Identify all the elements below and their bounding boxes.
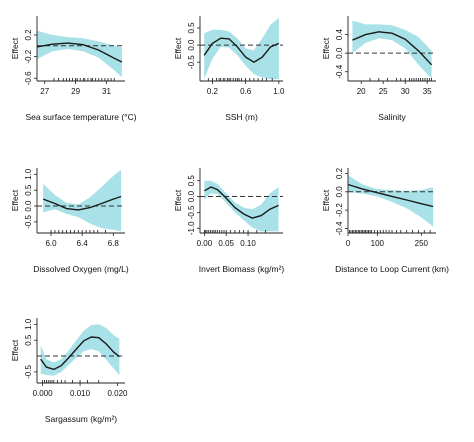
x-tick-label: 6.8 <box>108 239 120 248</box>
y-tick-label: -0.5 <box>187 205 196 219</box>
y-tick-label: 0.5 <box>24 184 33 196</box>
x-tick-label: 1.0 <box>273 87 285 96</box>
x-tick-label: 6.4 <box>77 239 89 248</box>
x-tick-label: 0.6 <box>240 87 252 96</box>
effect-curve <box>36 42 123 63</box>
y-tick-label: 0.0 <box>335 186 344 198</box>
effect-curve <box>204 186 279 219</box>
x-tick-label: 31 <box>102 87 111 96</box>
effect-curve <box>40 336 120 371</box>
x-axis-title: SSH (m) <box>225 112 258 122</box>
x-tick-label: 0.00 <box>197 239 213 248</box>
panel-1: 27 29 31 -0.6 -0.2 0.2 Effect Sea surface tempe… <box>10 16 137 122</box>
confidence-band <box>204 180 279 232</box>
y-axis-title: Effect <box>321 37 331 59</box>
x-tick-label: 35 <box>423 87 432 96</box>
y-tick-label: 1.0 <box>24 318 33 330</box>
confidence-band <box>40 324 120 376</box>
y-axis-title: Effect <box>10 339 20 361</box>
x-tick-label: 30 <box>401 87 410 96</box>
x-axis-title: Salinity <box>378 112 406 122</box>
x-tick-label: 250 <box>415 239 429 248</box>
y-tick-label: -0.5 <box>24 364 33 378</box>
y-tick-label: 0.4 <box>335 28 344 40</box>
x-tick-label: 27 <box>40 87 49 96</box>
y-tick-label: -0.5 <box>24 214 33 228</box>
effect-curve <box>203 37 280 64</box>
x-tick-label: 0.000 <box>33 389 54 398</box>
y-axis-title: Effect <box>10 37 20 59</box>
y-tick-label: 0.2 <box>24 29 33 41</box>
panel-2: 0.2 0.6 1.0 -0.5 0.0 0.5 Effect SSH (m) <box>173 16 285 122</box>
y-tick-label: -0.2 <box>24 49 33 63</box>
panel-3: 20 25 30 35 -0.4 0.0 0.4 Effect Salinity <box>321 16 436 122</box>
effect-curve <box>347 183 434 208</box>
panel-6: 0 100 250 -0.4 -0.2 0.0 0.2 Effect Distance to L… <box>321 167 449 274</box>
y-tick-label: 0.5 <box>187 175 196 187</box>
x-tick-label: 0.05 <box>218 239 234 248</box>
y-tick-label: 0.0 <box>24 200 33 212</box>
panel-4: 6.0 6.4 6.8 -0.5 0.0 0.5 1.0 Effect Dissolved Ox… <box>10 168 129 274</box>
x-tick-label: 29 <box>71 87 80 96</box>
x-tick-label: 0.010 <box>70 389 91 398</box>
confidence-band <box>37 30 122 78</box>
y-tick-label: 0.2 <box>335 167 344 179</box>
y-axis-title: Effect <box>10 189 20 211</box>
y-axis-title: Effect <box>321 189 331 211</box>
y-tick-label: -0.2 <box>335 203 344 217</box>
x-axis-title: Sargassum (kg/m²) <box>45 414 117 424</box>
y-tick-label: -0.4 <box>335 221 344 235</box>
effect-curve <box>352 31 433 66</box>
y-tick-label: 1.0 <box>24 168 33 180</box>
panel-5: 0.00 0.05 0.10 -1.0 -0.5 0.0 0.5 Effect Invert B… <box>173 168 284 274</box>
y-tick-label: 0.0 <box>335 47 344 59</box>
x-tick-label: 0.2 <box>207 87 219 96</box>
x-tick-label: 0.10 <box>240 239 256 248</box>
effect-curve <box>42 195 122 211</box>
y-tick-label: 0.0 <box>187 39 196 51</box>
x-axis-title: Invert Biomass (kg/m²) <box>199 264 285 274</box>
x-axis-title: Dissolved Oxygen (mg/L) <box>33 264 129 274</box>
y-tick-label: -0.4 <box>335 64 344 78</box>
y-tick-label: -0.5 <box>187 55 196 69</box>
x-tick-label: 25 <box>379 87 388 96</box>
y-tick-label: -0.6 <box>24 71 33 85</box>
confidence-band <box>43 169 122 232</box>
confidence-band <box>204 17 279 80</box>
y-axis-title: Effect <box>173 189 183 211</box>
x-tick-label: 20 <box>357 87 366 96</box>
x-tick-label: 0.020 <box>107 389 128 398</box>
y-tick-label: 0.0 <box>187 190 196 202</box>
y-tick-label: 0.5 <box>24 334 33 346</box>
y-axis-title: Effect <box>173 37 183 59</box>
x-tick-label: 6.0 <box>45 239 57 248</box>
x-tick-label: 0 <box>346 239 351 248</box>
y-tick-label: 0.5 <box>187 22 196 34</box>
x-axis-title: Distance to Loop Current (km) <box>335 264 449 274</box>
x-tick-label: 100 <box>371 239 385 248</box>
y-tick-label: -1.0 <box>187 221 196 235</box>
panel-7: 0.000 0.010 0.020 -0.5 0.5 1.0 Effect Sargassum… <box>10 318 128 424</box>
confidence-band <box>348 175 434 227</box>
confidence-band <box>352 20 432 79</box>
x-axis-title: Sea surface temperature (°C) <box>25 112 136 122</box>
